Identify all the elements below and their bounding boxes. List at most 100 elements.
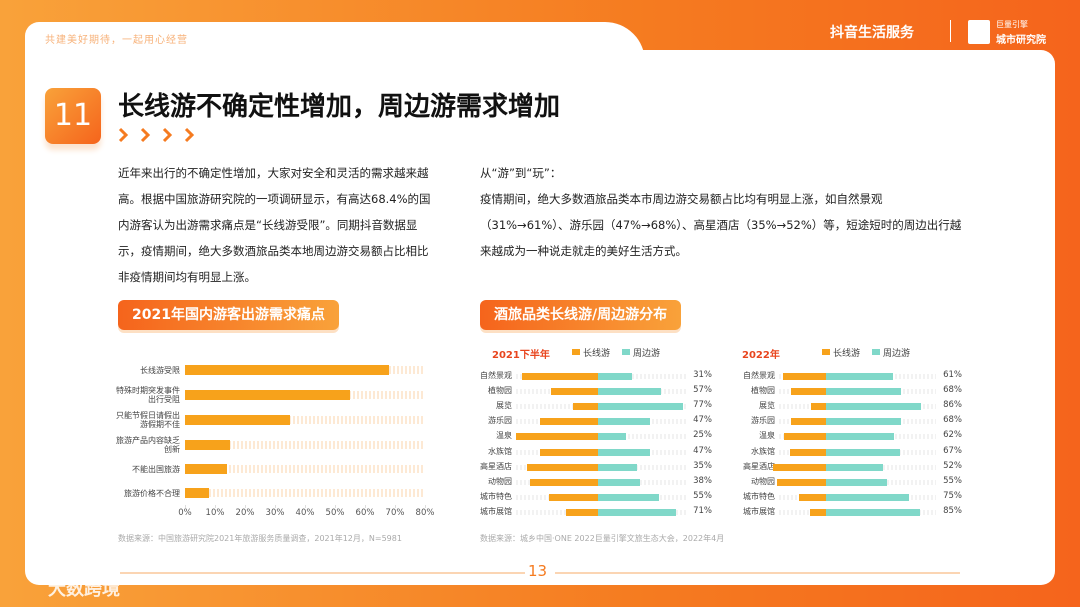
bar-long	[784, 433, 826, 441]
right-heading: 从“游”到“玩”：	[480, 166, 562, 180]
value-label: 77%	[693, 400, 712, 411]
x-tick-label: 60%	[355, 508, 375, 518]
panel-subtitle: 2022年	[742, 350, 780, 361]
bar-track	[185, 416, 425, 424]
watermark: 大数跨境	[48, 579, 120, 600]
value-label: 71%	[693, 505, 712, 516]
bar-long	[529, 478, 598, 486]
value-label: 68%	[943, 415, 962, 426]
brand: 抖音生活服务	[830, 25, 914, 41]
x-tick	[245, 505, 246, 508]
category-label: 水族馆	[751, 446, 775, 456]
value-label: 68%	[943, 385, 962, 396]
bar	[185, 390, 350, 400]
x-tick-label: 30%	[265, 508, 285, 518]
legend-label: 长线游	[833, 349, 861, 359]
x-tick	[305, 505, 306, 508]
bar-long	[539, 448, 598, 456]
category-label: 温泉	[759, 431, 775, 441]
bar-short	[826, 373, 894, 380]
bar-short	[826, 433, 895, 441]
value-label: 86%	[943, 400, 962, 411]
bar-short	[598, 448, 650, 456]
title: 长线游不确定性增加，周边游需求增加	[118, 92, 561, 122]
value-label: 38%	[693, 475, 712, 486]
bar-long	[809, 508, 826, 516]
value-label: 62%	[943, 430, 962, 441]
bar	[185, 464, 227, 474]
x-tick-label: 80%	[415, 508, 435, 518]
x-tick-label: 70%	[385, 508, 405, 518]
x-tick-label: 20%	[235, 508, 255, 518]
bar-track	[185, 465, 425, 473]
bar-short	[826, 508, 920, 516]
value-label: 67%	[943, 445, 962, 456]
category-label: 城市展馆	[480, 506, 512, 516]
bar-long	[526, 463, 598, 471]
page-number: 13	[528, 562, 548, 580]
value-label: 57%	[693, 385, 712, 396]
bar-short	[598, 433, 626, 441]
bar-long	[810, 403, 826, 411]
footer-line	[555, 572, 960, 574]
bar	[185, 415, 290, 425]
category-label: 水族馆	[488, 446, 512, 456]
bar-long	[572, 403, 598, 411]
category-label: 温泉	[496, 431, 512, 441]
x-tick	[185, 505, 186, 508]
partner-bottom: 城市研究院	[996, 35, 1046, 46]
bar-long	[548, 493, 598, 501]
value-label: 25%	[693, 430, 712, 441]
section-number: 11	[45, 88, 101, 144]
bar-short	[598, 388, 661, 396]
y-tick-label: 旅游价格不合理	[124, 488, 180, 498]
bar-short	[598, 418, 650, 426]
bar	[185, 440, 230, 450]
bar-track	[185, 441, 425, 449]
bar-short	[598, 463, 637, 471]
right-text: 疫情期间，绝大多数酒旅品类本市周边游交易额占比均有明显上涨，如自然景观（31%→…	[480, 192, 962, 258]
legend-label: 周边游	[633, 349, 661, 359]
bar-short	[826, 448, 900, 456]
category-label: 植物园	[488, 386, 512, 396]
y-tick-label: 只能节假日请假出游假期不佳	[116, 411, 180, 429]
bar-short	[598, 508, 677, 516]
bar-short	[826, 403, 921, 411]
bar-long	[776, 478, 826, 486]
category-label: 动物园	[488, 476, 512, 486]
x-tick	[335, 505, 336, 508]
chart2-source: 数据来源：城乡中国·ONE 2022巨量引擎文旅生态大会，2022年4月	[480, 534, 725, 543]
bar-short	[826, 478, 887, 486]
bar-long	[789, 448, 826, 456]
bar-long	[539, 418, 598, 426]
category-label: 城市特色	[480, 491, 512, 501]
legend-swatch	[822, 349, 830, 355]
bar	[185, 365, 389, 375]
legend-swatch	[872, 349, 880, 355]
bar-short	[598, 373, 633, 380]
chart1-source: 数据来源：中国旅游研究院2021年旅游服务质量调查，2021年12月，N=598…	[118, 534, 402, 543]
divider	[950, 20, 951, 42]
bar-short	[598, 493, 659, 501]
bar-short	[826, 463, 884, 471]
category-label: 城市特色	[743, 491, 775, 501]
bar-short	[826, 418, 901, 426]
x-tick	[215, 505, 216, 508]
x-tick	[425, 505, 426, 508]
category-label: 展览	[759, 401, 775, 411]
category-label: 高星酒店	[743, 461, 775, 471]
bar-short	[826, 493, 909, 501]
x-tick-label: 40%	[295, 508, 315, 518]
value-label: 75%	[943, 490, 962, 501]
legend-label: 长线游	[583, 349, 611, 359]
bar-long	[790, 418, 826, 426]
bar-long	[566, 508, 598, 516]
left-text: 近年来出行的不确定性增加，大家对安全和灵活的需求越来越高。根据中国旅游研究院的一…	[118, 166, 431, 284]
category-label: 动物园	[751, 476, 775, 486]
category-label: 自然景观	[480, 371, 512, 380]
chart2-title: 酒旅品类长线游/周边游分布	[480, 300, 682, 330]
value-label: 47%	[693, 445, 712, 456]
value-label: 61%	[943, 370, 962, 380]
partner-icon	[968, 20, 990, 44]
